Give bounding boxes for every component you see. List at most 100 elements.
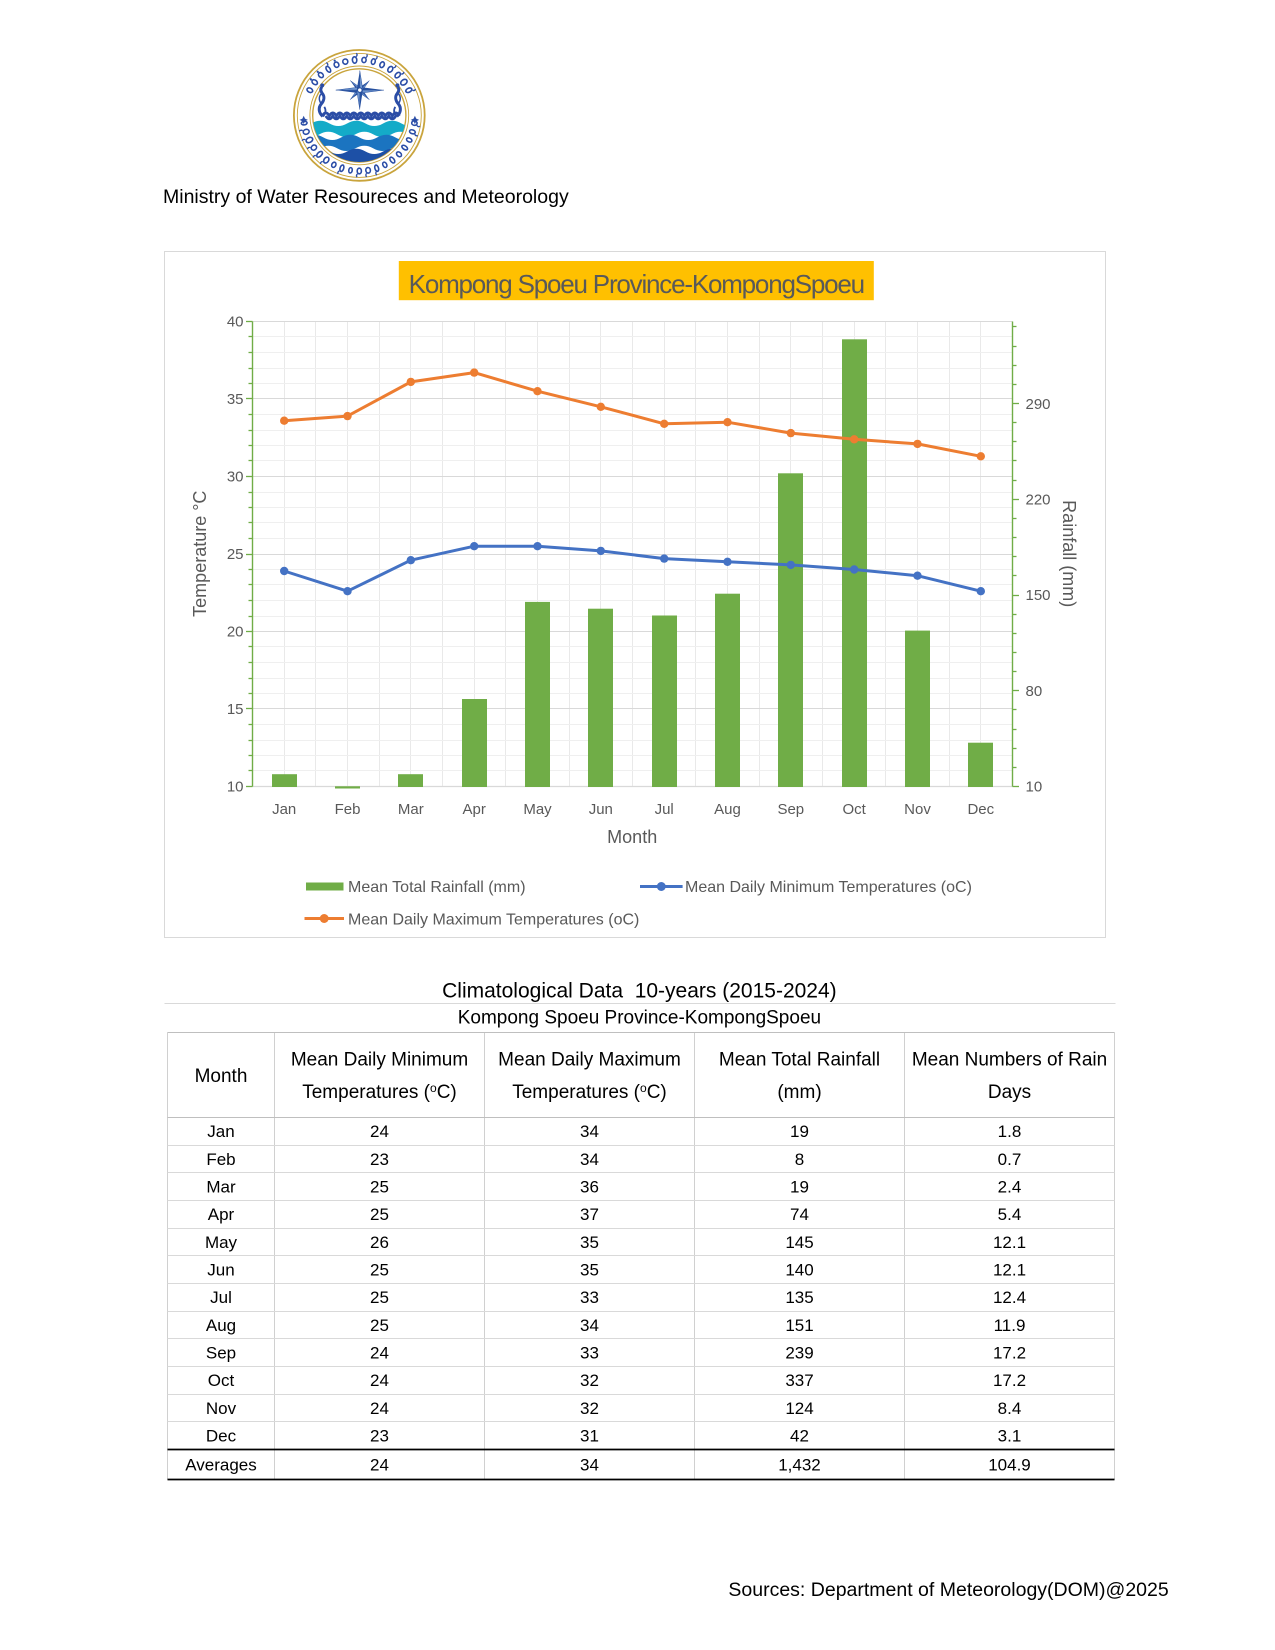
svg-text:33: 33 [580, 1344, 599, 1363]
svg-text:Mar: Mar [398, 801, 424, 818]
svg-text:25: 25 [370, 1205, 389, 1224]
svg-text:35: 35 [227, 391, 244, 408]
svg-text:Kompong Spoeu Province-Kompong: Kompong Spoeu Province-KompongSpoeu [458, 1008, 821, 1029]
svg-text:Jun: Jun [589, 801, 613, 818]
svg-text:Temperatures (oC): Temperatures (oC) [302, 1081, 457, 1103]
svg-text:Temperatures (oC): Temperatures (oC) [512, 1081, 667, 1103]
svg-text:104.9: 104.9 [988, 1455, 1031, 1474]
svg-text:Jan: Jan [207, 1122, 234, 1141]
svg-text:150: 150 [1026, 587, 1051, 604]
svg-text:42: 42 [790, 1427, 809, 1446]
svg-text:Aug: Aug [714, 801, 741, 818]
svg-text:Rainfall (mm): Rainfall (mm) [1059, 500, 1079, 607]
svg-text:34: 34 [580, 1150, 599, 1169]
svg-text:124: 124 [785, 1399, 813, 1418]
svg-text:24: 24 [370, 1455, 389, 1474]
svg-text:Aug: Aug [206, 1316, 236, 1335]
svg-text:(mm): (mm) [777, 1082, 821, 1103]
svg-text:17.2: 17.2 [993, 1371, 1026, 1390]
svg-text:Month: Month [195, 1066, 248, 1087]
svg-text:145: 145 [785, 1233, 813, 1252]
svg-text:Climatological Data 10-years: Climatological Data 10-years (2015-2024) [442, 979, 837, 1002]
svg-text:May: May [205, 1233, 238, 1252]
svg-text:Oct: Oct [208, 1371, 235, 1390]
svg-text:35: 35 [580, 1233, 599, 1252]
svg-text:Jul: Jul [210, 1288, 232, 1307]
svg-text:80: 80 [1026, 683, 1043, 700]
svg-text:32: 32 [580, 1399, 599, 1418]
svg-text:Mar: Mar [206, 1178, 236, 1197]
svg-text:12.4: 12.4 [993, 1288, 1026, 1307]
svg-text:Mean Daily Maximum: Mean Daily Maximum [498, 1049, 681, 1070]
svg-text:40: 40 [227, 314, 244, 331]
svg-text:Mean Total Rainfall (mm): Mean Total Rainfall (mm) [348, 879, 526, 896]
svg-text:Mean Daily Minimum Temperature: Mean Daily Minimum Temperatures (oC) [685, 879, 972, 896]
svg-text:Apr: Apr [208, 1205, 235, 1224]
svg-text:Averages: Averages [185, 1455, 257, 1474]
svg-text:33: 33 [580, 1288, 599, 1307]
svg-text:26: 26 [370, 1233, 389, 1252]
svg-text:337: 337 [785, 1371, 813, 1390]
svg-text:10: 10 [1026, 779, 1043, 796]
svg-text:151: 151 [785, 1316, 813, 1335]
svg-text:Feb: Feb [206, 1150, 235, 1169]
svg-text:8.4: 8.4 [998, 1399, 1022, 1418]
svg-text:Ministry of Water Resoureces a: Ministry of Water Resoureces and Meteoro… [163, 186, 569, 208]
svg-text:May: May [523, 801, 552, 818]
svg-text:220: 220 [1026, 492, 1051, 509]
svg-text:34: 34 [580, 1316, 599, 1335]
svg-text:Mean Numbers of Rain: Mean Numbers of Rain [912, 1049, 1107, 1070]
svg-text:290: 290 [1026, 396, 1051, 413]
svg-text:3.1: 3.1 [998, 1427, 1022, 1446]
svg-text:Feb: Feb [335, 801, 361, 818]
svg-text:10: 10 [227, 779, 244, 796]
svg-text:24: 24 [370, 1122, 389, 1141]
svg-text:1.8: 1.8 [998, 1122, 1022, 1141]
svg-text:37: 37 [580, 1205, 599, 1224]
svg-text:25: 25 [370, 1288, 389, 1307]
svg-text:20: 20 [227, 624, 244, 641]
svg-text:Nov: Nov [206, 1399, 237, 1418]
svg-text:25: 25 [370, 1178, 389, 1197]
svg-text:5.4: 5.4 [998, 1205, 1022, 1224]
svg-text:Month: Month [607, 827, 657, 847]
svg-text:34: 34 [580, 1455, 599, 1474]
svg-text:35: 35 [580, 1261, 599, 1280]
svg-text:Apr: Apr [463, 801, 486, 818]
svg-text:24: 24 [370, 1371, 389, 1390]
svg-text:Mean Daily Minimum: Mean Daily Minimum [291, 1049, 468, 1070]
svg-text:11.9: 11.9 [994, 1316, 1026, 1335]
svg-text:2.4: 2.4 [998, 1178, 1022, 1197]
svg-text:23: 23 [370, 1427, 389, 1446]
svg-text:135: 135 [785, 1288, 813, 1307]
svg-text:36: 36 [580, 1178, 599, 1197]
svg-text:74: 74 [790, 1205, 809, 1224]
svg-text:Sep: Sep [777, 801, 804, 818]
svg-text:31: 31 [580, 1427, 599, 1446]
svg-text:8: 8 [795, 1150, 804, 1169]
svg-text:30: 30 [227, 469, 244, 486]
svg-text:19: 19 [790, 1122, 809, 1141]
svg-text:Jun: Jun [207, 1261, 234, 1280]
svg-text:0.7: 0.7 [998, 1150, 1022, 1169]
svg-text:12.1: 12.1 [993, 1261, 1026, 1280]
svg-text:25: 25 [370, 1316, 389, 1335]
svg-text:Jul: Jul [655, 801, 674, 818]
svg-text:19: 19 [790, 1178, 809, 1197]
svg-text:Sources: Department of Meteoro: Sources: Department of Meteorology(DOM)@… [728, 1579, 1168, 1601]
svg-text:Days: Days [988, 1082, 1031, 1103]
svg-text:24: 24 [370, 1344, 389, 1363]
svg-text:1,432: 1,432 [778, 1455, 821, 1474]
svg-text:25: 25 [370, 1261, 389, 1280]
svg-text:Sep: Sep [206, 1344, 236, 1363]
svg-text:Nov: Nov [904, 801, 931, 818]
svg-text:Dec: Dec [967, 801, 994, 818]
svg-text:17.2: 17.2 [993, 1344, 1026, 1363]
svg-text:Temperature °C: Temperature °C [190, 491, 210, 617]
svg-text:Oct: Oct [843, 801, 867, 818]
svg-text:Mean Daily Maximum Temperature: Mean Daily Maximum Temperatures (oC) [348, 911, 639, 928]
svg-text:12.1: 12.1 [993, 1233, 1026, 1252]
svg-text:140: 140 [785, 1261, 813, 1280]
svg-text:32: 32 [580, 1371, 599, 1390]
svg-text:23: 23 [370, 1150, 389, 1169]
